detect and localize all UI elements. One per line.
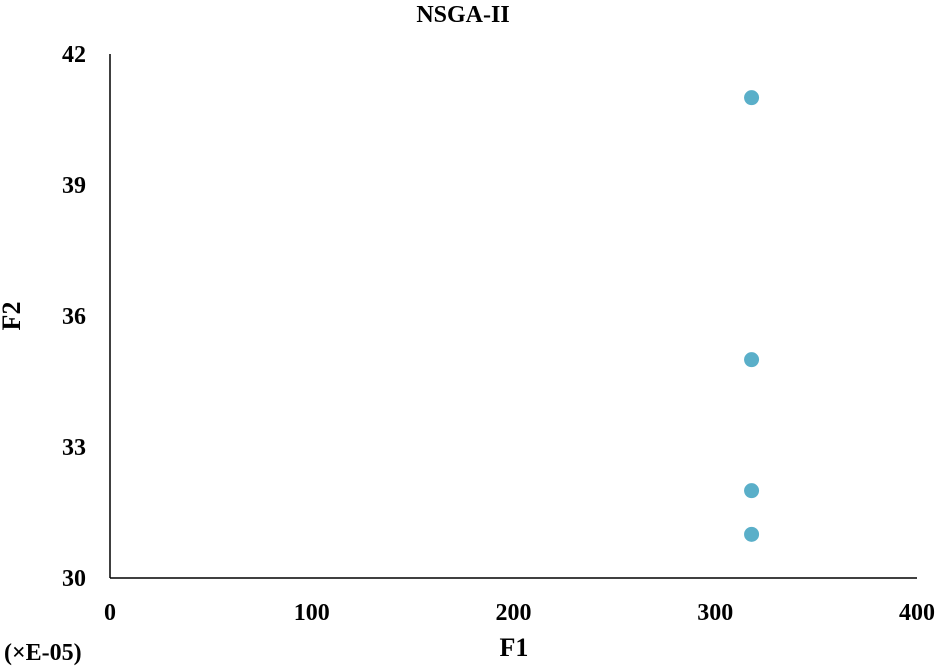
x-tick-label: 400 xyxy=(899,600,935,626)
data-points xyxy=(744,90,760,542)
y-tick-label: 30 xyxy=(62,566,86,592)
x-axis-ticks: 0 100 200 300 400 xyxy=(104,600,935,626)
scatter-point xyxy=(744,483,760,499)
scatter-point xyxy=(744,352,760,368)
y-tick-label: 33 xyxy=(62,435,86,461)
chart-title: NSGA-II xyxy=(416,2,509,28)
x-axis-label: F1 xyxy=(500,633,529,662)
x-tick-label: 0 xyxy=(104,600,116,626)
y-tick-label: 36 xyxy=(62,304,86,330)
y-tick-label: 39 xyxy=(62,173,86,199)
x-unit-note: (×E-05) xyxy=(4,640,82,666)
y-axis-label: F2 xyxy=(0,302,26,331)
y-tick-label: 42 xyxy=(62,42,86,68)
scatter-point xyxy=(744,90,760,106)
x-tick-label: 300 xyxy=(697,600,733,626)
x-tick-label: 100 xyxy=(294,600,330,626)
scatter-point xyxy=(744,526,760,542)
y-axis-ticks: 30 33 36 39 42 xyxy=(62,42,86,592)
x-tick-label: 200 xyxy=(496,600,532,626)
